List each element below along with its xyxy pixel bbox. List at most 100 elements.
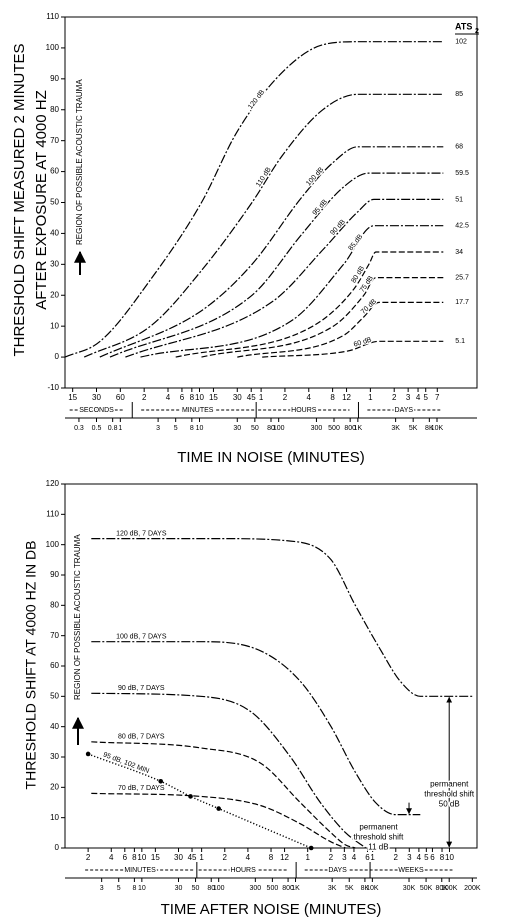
x-unit-tick-label: 2 [329,853,334,862]
x-unit-tick-label: 30 [174,853,183,862]
y-axis-label: THRESHOLD SHIFT AT 4000 HZ IN DB [23,541,39,790]
curve-label: 85 dB [348,233,365,252]
x-unit-tick-label: 1 [259,393,264,402]
curve-label: 110 dB [255,166,273,188]
curve-label: 60 dB [353,336,373,348]
y-tick-label: 110 [46,509,59,518]
curve-label: 70 dB [360,298,378,316]
x-tick-label: 50K [420,885,433,892]
x-tick-label: 200K [464,885,481,892]
y-tick-label: 90 [50,74,59,83]
annotation-text: threshold shift [424,789,475,798]
x-unit-tick-label: 8 [190,393,195,402]
curve-label: 70 dB, 7 DAYS [118,785,165,792]
y-tick-label: 40 [50,722,59,731]
y-tick-label: 60 [50,167,59,176]
curve [140,225,444,358]
x-unit-tick-label: 1 [199,853,204,862]
curve [91,537,473,697]
x-unit-tick-label: 6 [365,853,370,862]
x-tick-label: 100 [213,885,225,892]
x-unit-tick-label: 4 [246,853,251,862]
curve-label: 120 dB, 7 DAYS [116,530,167,537]
x-unit-tick-label: 2 [392,393,397,402]
x-tick-label: 100 [273,425,285,432]
y-tick-label: 110 [46,12,59,21]
y-tick-label: 70 [50,136,59,145]
x-tick-label: 1K [291,885,300,892]
x-tick-label: 30 [175,885,183,892]
x-axis-label: TIME IN NOISE (MINUTES) [177,449,365,466]
x-tick-label: 10 [138,885,146,892]
x-unit-tick-label: 2 [223,853,228,862]
curve [91,692,367,849]
y-tick-label: 0 [55,352,60,361]
curve [201,277,444,358]
curve-label: 100 dB [305,166,325,187]
curve [237,301,444,358]
end-label: 5.1 [455,338,465,345]
x-tick-label: 500 [328,425,340,432]
curve-label: 90 dB, 7 DAYS [118,685,165,692]
x-group-label: SECONDS [79,407,114,414]
x-tick-label: 300 [311,425,323,432]
annotation-text: 50 dB [439,799,460,808]
x-tick-label: 80K [436,885,449,892]
y-tick-label: 10 [50,813,59,822]
x-tick-label: 5 [174,425,178,432]
end-label: 17.7 [455,299,469,306]
x-unit-tick-label: 4 [109,853,114,862]
x-unit-tick-label: 2 [283,393,288,402]
curve [83,93,444,358]
region-label: REGION OF POSSIBLE ACOUSTIC TRAUMA [75,79,84,245]
curve [109,172,444,358]
curve [91,792,346,849]
x-group-label: DAYS [395,407,414,414]
x-unit-tick-label: 4 [417,853,422,862]
x-unit-tick-label: 3 [342,853,347,862]
x-unit-tick-label: 1 [370,853,375,862]
y-tick-label: 90 [50,570,59,579]
x-tick-label: 50 [251,425,259,432]
curve [262,340,444,358]
y-tick-label: 50 [50,198,59,207]
x-unit-tick-label: 30 [92,393,101,402]
x-group-label: MINUTES [182,407,214,414]
x-tick-label: 30 [233,425,241,432]
x-tick-label: 0.8 [108,425,118,432]
x-tick-label: 5K [409,425,418,432]
x-unit-tick-label: 30 [233,393,242,402]
y-tick-label: 50 [50,691,59,700]
end-label: 85 [455,91,463,98]
region-label: REGION OF POSSIBLE ACOUSTIC TRAUMA [73,534,82,700]
x-tick-label: 3K [391,425,400,432]
x-tick-label: 3K [328,885,337,892]
x-tick-label: 8K [425,425,434,432]
y-tick-label: 80 [50,600,59,609]
x-group-label: HOURS [291,407,317,414]
curve-label: 95 dB, 102 MIN [102,751,150,775]
x-tick-label: 3 [100,885,104,892]
curve [175,251,444,358]
curve-marker [216,806,221,811]
curve [99,146,444,358]
x-group-label: HOURS [230,867,256,874]
x-unit-tick-label: 5 [423,393,428,402]
x-unit-tick-label: 60 [116,393,125,402]
x-unit-tick-label: 12 [280,853,289,862]
x-tick-label: 5 [117,885,121,892]
x-unit-tick-label: 8 [330,393,335,402]
y-tick-label: 100 [46,540,60,549]
x-tick-label: 8K [361,885,370,892]
x-tick-label: 500 [267,885,279,892]
curve-label: 120 dB [247,89,266,111]
x-tick-label: 5K [345,885,354,892]
curve-label: 95 dB [312,198,330,217]
x-unit-tick-label: 12 [342,393,351,402]
x-group-label: DAYS [328,867,347,874]
end-label: 102 [455,39,467,46]
annotation-text: 11 dB [368,843,388,852]
x-unit-tick-label: 15 [209,393,218,402]
curve [125,198,444,358]
